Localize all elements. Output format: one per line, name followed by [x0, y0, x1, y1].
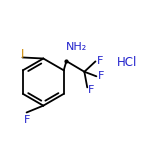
Text: NH₂: NH₂	[66, 42, 87, 52]
Text: F: F	[23, 115, 30, 125]
Text: F: F	[98, 71, 104, 81]
Text: F: F	[87, 85, 94, 95]
Text: HCl: HCl	[117, 56, 137, 69]
Text: F: F	[97, 56, 103, 66]
Text: I: I	[21, 48, 24, 61]
